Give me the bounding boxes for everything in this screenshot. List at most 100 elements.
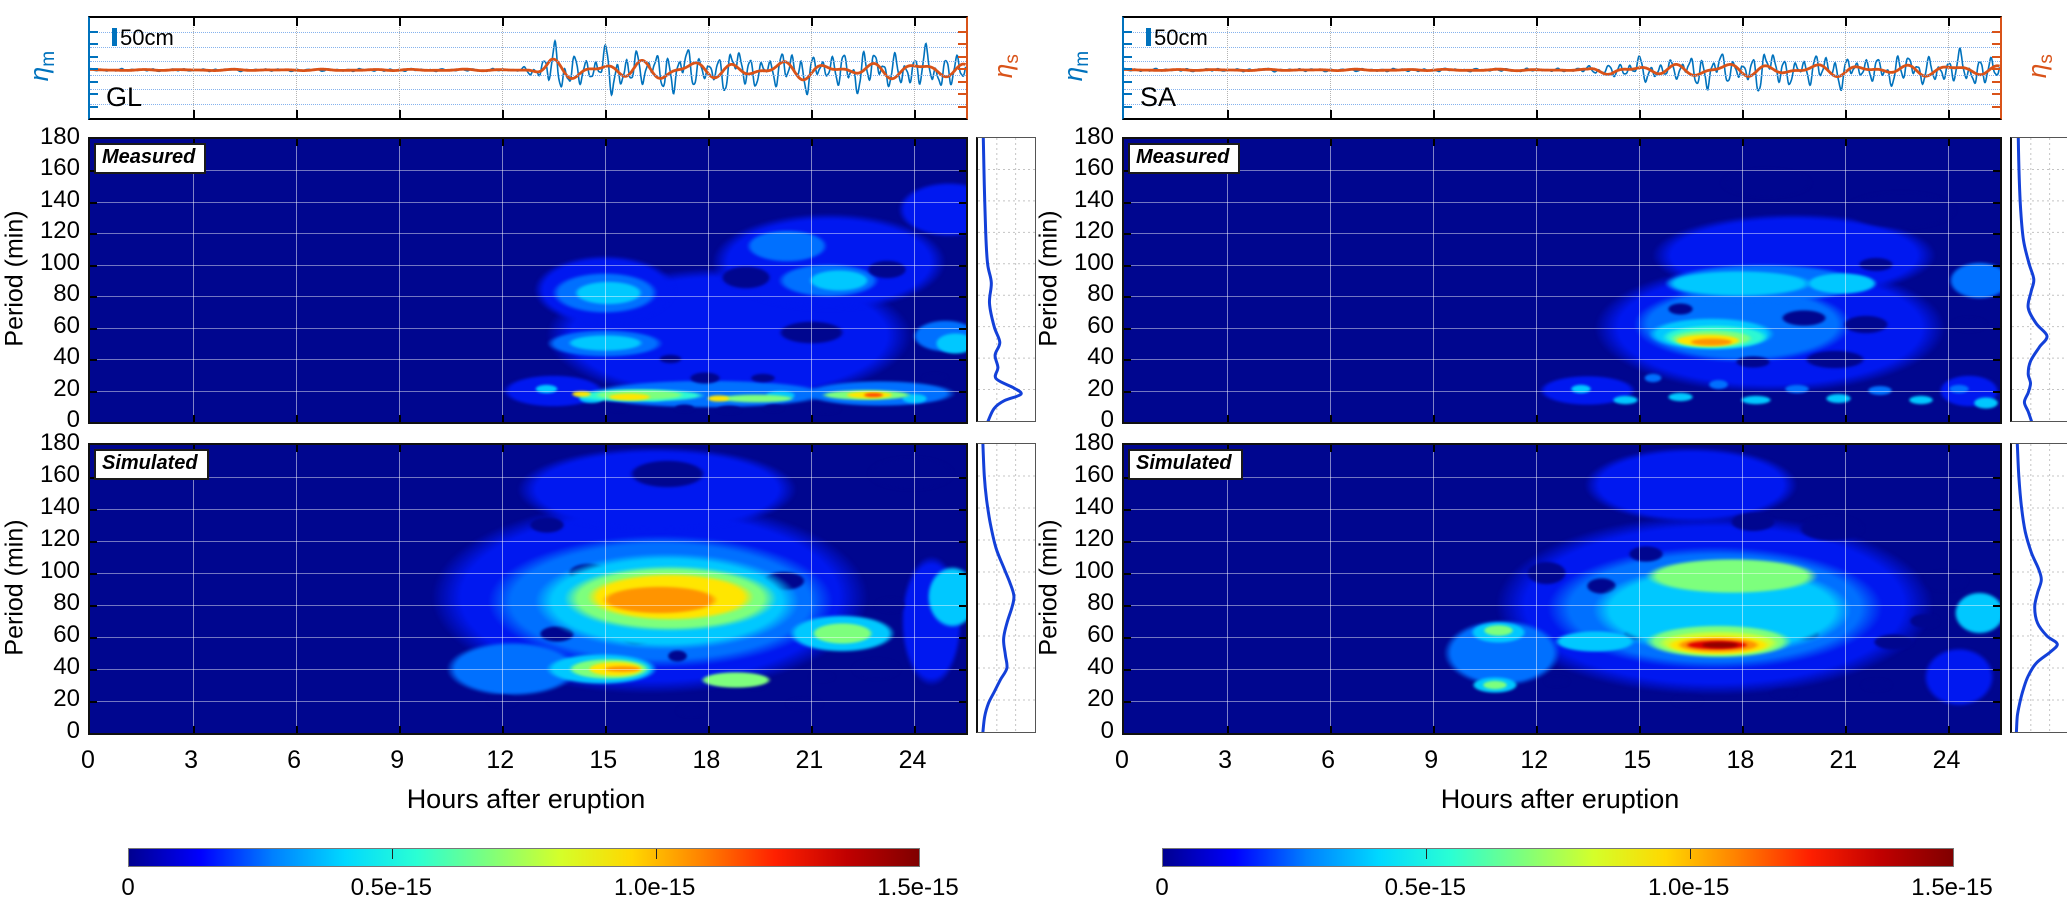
- colorbar-tick-label: 1.5e-15: [877, 874, 959, 901]
- axis-tick: [1993, 233, 2000, 236]
- axis-tick: [959, 605, 966, 607]
- axis-tick: [1742, 415, 1745, 422]
- y-tick-label: 0: [1100, 717, 1114, 744]
- gridline-horizontal: [1124, 233, 2000, 235]
- y-tick-label: 20: [1087, 374, 1114, 402]
- contour-hole: [917, 371, 953, 385]
- contour-hole: [670, 403, 699, 413]
- contour-blob-level-3: [1821, 392, 1856, 405]
- timeseries-gridline-vertical: [1742, 18, 1744, 118]
- contour-hole: [844, 654, 910, 684]
- spectrogram-simulated-panel: Simulated: [88, 443, 968, 735]
- y-tick-label: 160: [39, 461, 80, 488]
- x-tick-label: 12: [1520, 746, 1549, 774]
- gridline-vertical: [708, 445, 710, 733]
- y-tick-label: 100: [39, 557, 80, 584]
- gridline-horizontal: [90, 573, 966, 574]
- y-axis-title-wrap: Period (min): [0, 443, 32, 731]
- colorbar-tick: [1426, 849, 1428, 859]
- axis-tick: [296, 445, 299, 452]
- y-tick-label: 40: [1087, 343, 1114, 371]
- y-tick-label: 180: [1073, 123, 1114, 150]
- left-axis-tick: [1124, 55, 1132, 58]
- contour-blob-level-7: [567, 389, 595, 398]
- y-tick-label: 0: [66, 717, 80, 744]
- contour-blob-level-8: [581, 581, 740, 620]
- gridline-horizontal: [1124, 296, 2000, 298]
- gridline-horizontal: [1124, 573, 2000, 574]
- y-tick-label: 160: [1073, 154, 1114, 182]
- y-tick-label: 20: [53, 374, 80, 402]
- axis-tick: [605, 18, 608, 26]
- y-tick-label: 100: [1073, 248, 1114, 276]
- colorbar: [1162, 848, 1954, 867]
- contour-hole: [804, 670, 839, 684]
- axis-tick: [399, 18, 402, 26]
- axis-tick: [90, 541, 97, 543]
- axis-tick: [1536, 139, 1539, 146]
- gridline-horizontal: [1124, 637, 2000, 638]
- y-tick-label: 80: [53, 280, 80, 308]
- timeseries-gridline-horizontal: [90, 103, 966, 105]
- x-tick-label: 15: [589, 746, 618, 774]
- gridline-vertical: [1742, 445, 1744, 733]
- axis-tick: [193, 139, 196, 146]
- y-tick-label: 20: [53, 685, 80, 712]
- gridline-vertical: [1433, 139, 1435, 422]
- gridline-vertical: [502, 139, 504, 422]
- right-axis-tick: [958, 80, 966, 83]
- right-axis-tick: [1992, 55, 2000, 58]
- axis-tick: [811, 726, 814, 733]
- station-column-sa: 50cm SA ηm ηs Measured 180 160 140 120 100 80 60 40 2…: [1034, 0, 2067, 923]
- x-tick-label: 6: [287, 746, 302, 774]
- contour-blob-level-11: [1694, 641, 1746, 649]
- gridline-horizontal: [1124, 201, 2000, 203]
- timeseries-gridline-vertical: [193, 18, 195, 118]
- contour-blob-level-9: [859, 392, 887, 399]
- axis-tick: [1227, 445, 1230, 452]
- axis-tick: [1993, 359, 2000, 362]
- axis-tick: [708, 445, 711, 452]
- x-tick-label: 24: [898, 746, 927, 774]
- axis-tick: [1639, 18, 1642, 26]
- y-tick-label: 0: [66, 406, 80, 433]
- axis-tick: [811, 415, 814, 422]
- timeseries-gridline-vertical: [1845, 18, 1847, 118]
- left-axis-tick: [1124, 30, 1132, 33]
- y-axis-title-wrap: Period (min): [0, 137, 32, 420]
- axis-tick: [1330, 415, 1333, 422]
- waveform-plot: [90, 39, 966, 97]
- y-tick-label: 40: [53, 653, 80, 680]
- axis-tick: [1639, 445, 1642, 452]
- axis-tick: [959, 701, 966, 703]
- axis-tick: [502, 726, 505, 733]
- axis-tick: [1227, 139, 1230, 146]
- axis-tick: [914, 726, 917, 733]
- x-tick-label: 18: [692, 746, 721, 774]
- axis-tick: [1124, 669, 1131, 671]
- y-tick-label: 120: [39, 525, 80, 552]
- axis-tick: [959, 637, 966, 639]
- timeseries-gridline-vertical: [1639, 18, 1641, 118]
- axis-tick: [90, 233, 97, 236]
- gridline-vertical: [296, 445, 298, 733]
- axis-tick: [296, 726, 299, 733]
- gridline-vertical: [1330, 139, 1332, 422]
- axis-tick: [1845, 139, 1848, 146]
- station-column-gl: 50cm GL ηm ηs Measured 180 160 140 120 100 80 60 40 2…: [0, 0, 1036, 923]
- axis-tick: [811, 139, 814, 146]
- contour-blob-level-2: [732, 223, 843, 268]
- y-tick-label: 80: [1087, 280, 1114, 308]
- timeseries-gridline-horizontal: [90, 46, 966, 48]
- gridline-horizontal: [90, 637, 966, 638]
- axis-tick: [1742, 110, 1745, 118]
- axis-tick: [193, 726, 196, 733]
- axis-tick: [1639, 139, 1642, 146]
- y-tick-label: 160: [39, 154, 80, 182]
- axis-tick: [502, 18, 505, 26]
- axis-tick: [959, 233, 966, 236]
- axis-tick: [1742, 726, 1745, 733]
- y-tick-label: 120: [1073, 525, 1114, 552]
- contour-hole: [670, 702, 712, 719]
